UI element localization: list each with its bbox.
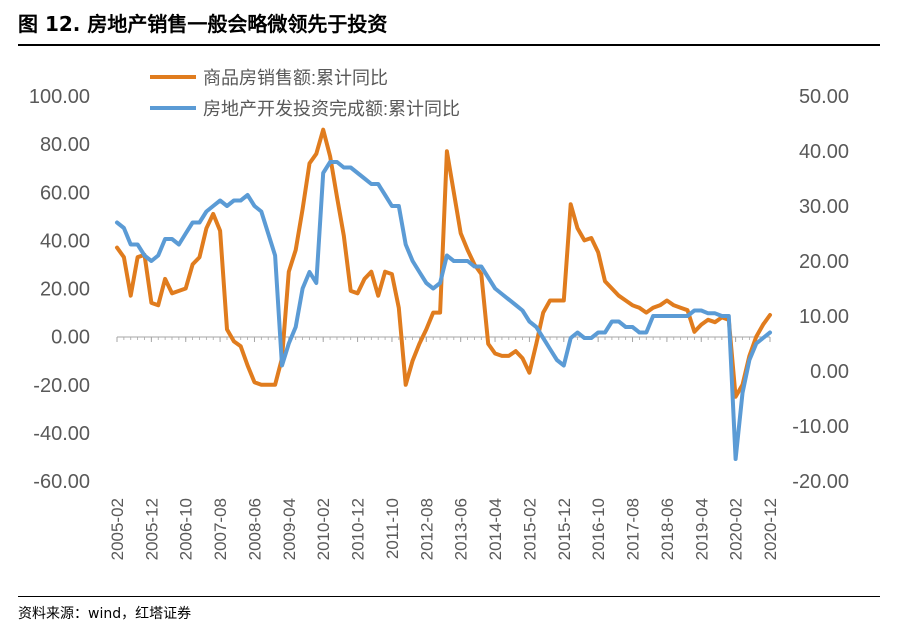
x-tick-label: 2010-12 xyxy=(349,498,368,560)
footer-rule xyxy=(18,596,880,597)
y-left-tick-label: -40.00 xyxy=(33,423,90,445)
y-right-tick-label: -20.00 xyxy=(792,471,849,493)
legend-label: 房地产开发投资完成额:累计同比 xyxy=(203,99,460,119)
x-tick-label: 2010-02 xyxy=(314,498,333,560)
x-tick-label: 2007-08 xyxy=(211,498,230,560)
y-left-tick-label: 80.00 xyxy=(40,134,90,156)
x-tick-label: 2005-12 xyxy=(142,498,161,560)
y-left-tick-label: -60.00 xyxy=(33,471,90,493)
y-left-tick-label: 20.00 xyxy=(40,279,90,301)
source-note: 资料来源：wind，红塔证券 xyxy=(18,606,192,622)
x-tick-label: 2019-04 xyxy=(692,498,711,560)
title-rule xyxy=(18,44,880,46)
x-tick-label: 2013-06 xyxy=(452,498,471,560)
series-line-sales xyxy=(115,127,772,399)
x-tick-label: 2017-08 xyxy=(624,498,643,560)
x-tick-label: 2014-04 xyxy=(486,498,505,560)
series-line-investment xyxy=(115,160,772,461)
x-tick-label: 2011-10 xyxy=(383,498,402,559)
x-tick-label: 2006-10 xyxy=(177,498,196,560)
figure-title: 图 12. 房地产销售一般会略微领先于投资 xyxy=(18,12,388,36)
y-right-tick-label: 20.00 xyxy=(799,251,849,273)
axes-layer: 2005-02 2005-12 2006-10 2007-08 2008-06 2009-… xyxy=(29,86,849,560)
x-tick-label: 2020-02 xyxy=(727,498,746,560)
x-tick-label: 2018-06 xyxy=(658,498,677,560)
y-left-tick-label: 40.00 xyxy=(40,230,90,252)
legend-label: 商品房销售额:累计同比 xyxy=(203,68,388,88)
x-tick-label: 2016-10 xyxy=(589,498,608,560)
y-left-tick-label: 0.00 xyxy=(51,327,90,349)
y-right-tick-label: 50.00 xyxy=(799,86,849,108)
y-right-tick-label: 30.00 xyxy=(799,196,849,218)
x-tick-label: 2015-12 xyxy=(555,498,574,560)
x-tick-label: 2008-06 xyxy=(245,498,264,560)
y-left-tick-label: 60.00 xyxy=(40,182,90,204)
series-layer xyxy=(115,127,772,461)
x-tick-label: 2015-02 xyxy=(520,498,539,560)
x-tick-label: 2012-08 xyxy=(417,498,436,560)
y-right-tick-label: 10.00 xyxy=(799,306,849,328)
y-right-tick-label: -10.00 xyxy=(792,416,849,438)
y-right-tick-label: 0.00 xyxy=(810,361,849,383)
x-tick-label: 2005-02 xyxy=(108,498,127,560)
x-tick-label: 2020-12 xyxy=(761,498,780,560)
x-tick-label: 2009-04 xyxy=(280,498,299,560)
y-left-tick-label: -20.00 xyxy=(33,375,90,397)
y-left-tick-label: 100.00 xyxy=(29,86,90,108)
y-right-tick-label: 40.00 xyxy=(799,141,849,163)
